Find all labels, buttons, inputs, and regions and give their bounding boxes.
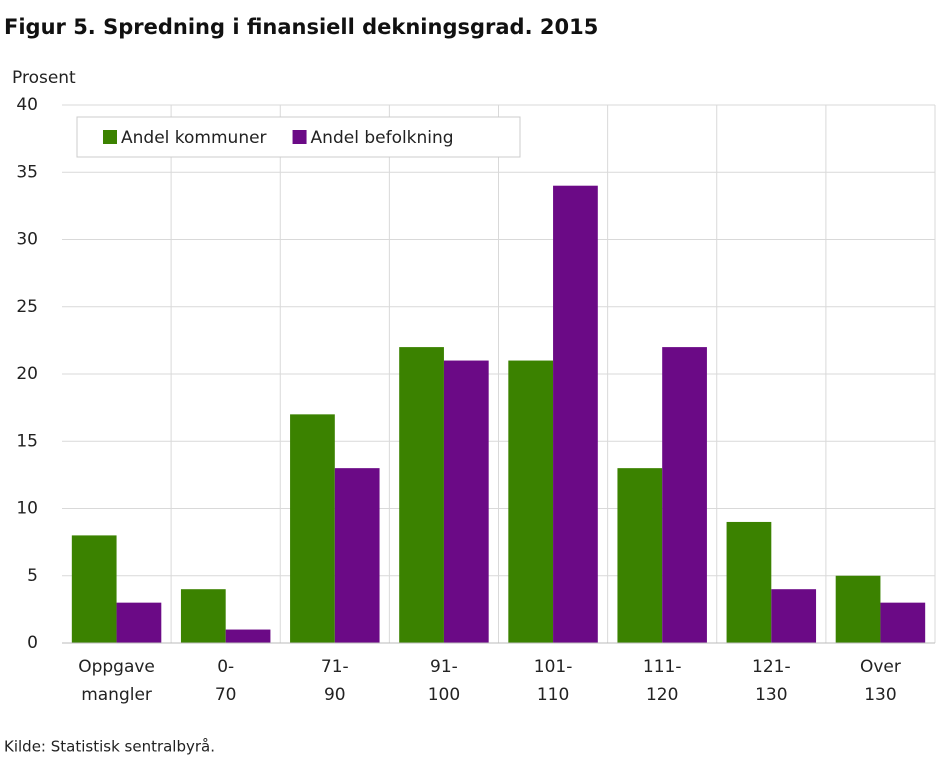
chart-title: Figur 5. Spredning i finansiell deknings… (4, 15, 598, 39)
x-tick-label: 70 (215, 685, 237, 705)
legend-swatch (292, 130, 307, 144)
y-tick-label: 15 (16, 431, 38, 451)
x-tick-label: 101- (534, 657, 573, 677)
y-tick-label: 5 (27, 566, 38, 586)
x-tick-label: 120 (646, 685, 678, 705)
bar (290, 414, 335, 643)
y-tick-label: 20 (16, 364, 38, 384)
y-tick-label: 35 (16, 162, 38, 182)
legend-label: Andel kommuner (121, 128, 267, 148)
x-tick-label: 100 (428, 685, 460, 705)
bar (225, 629, 271, 643)
x-tick-label: 111- (643, 657, 682, 677)
y-tick-label: 30 (16, 230, 38, 250)
y-tick-label: 40 (16, 95, 38, 115)
legend-label: Andel befolkning (311, 128, 454, 148)
bar (553, 185, 598, 643)
bar (399, 347, 444, 643)
bar (726, 521, 772, 643)
bar (880, 602, 926, 643)
y-axis-label: Prosent (12, 68, 76, 88)
bar (508, 360, 554, 643)
y-tick-label: 10 (16, 499, 38, 519)
x-tick-label: mangler (81, 685, 152, 705)
x-tick-label: 91- (430, 657, 458, 677)
bar (116, 602, 162, 643)
legend-swatch (103, 130, 117, 144)
y-tick-label: 25 (16, 297, 38, 317)
x-tick-label: 90 (324, 685, 346, 705)
bar (334, 468, 380, 643)
x-tick-label: Over (860, 657, 901, 677)
bar (617, 468, 663, 643)
bar (180, 589, 226, 643)
x-tick-label: 0- (217, 657, 234, 677)
bar (662, 347, 707, 643)
bar (771, 589, 817, 643)
x-tick-label: 71- (321, 657, 349, 677)
x-tick-label: 130 (864, 685, 896, 705)
x-tick-label: Oppgave (78, 657, 155, 677)
y-tick-label: 0 (27, 633, 38, 653)
bar (835, 575, 881, 643)
x-tick-label: 121- (752, 657, 791, 677)
x-tick-label: 110 (537, 685, 569, 705)
source: Kilde: Statistisk sentralbyrå. (4, 738, 215, 756)
x-tick-label: 130 (755, 685, 787, 705)
bar (71, 535, 117, 643)
bar (443, 360, 489, 643)
